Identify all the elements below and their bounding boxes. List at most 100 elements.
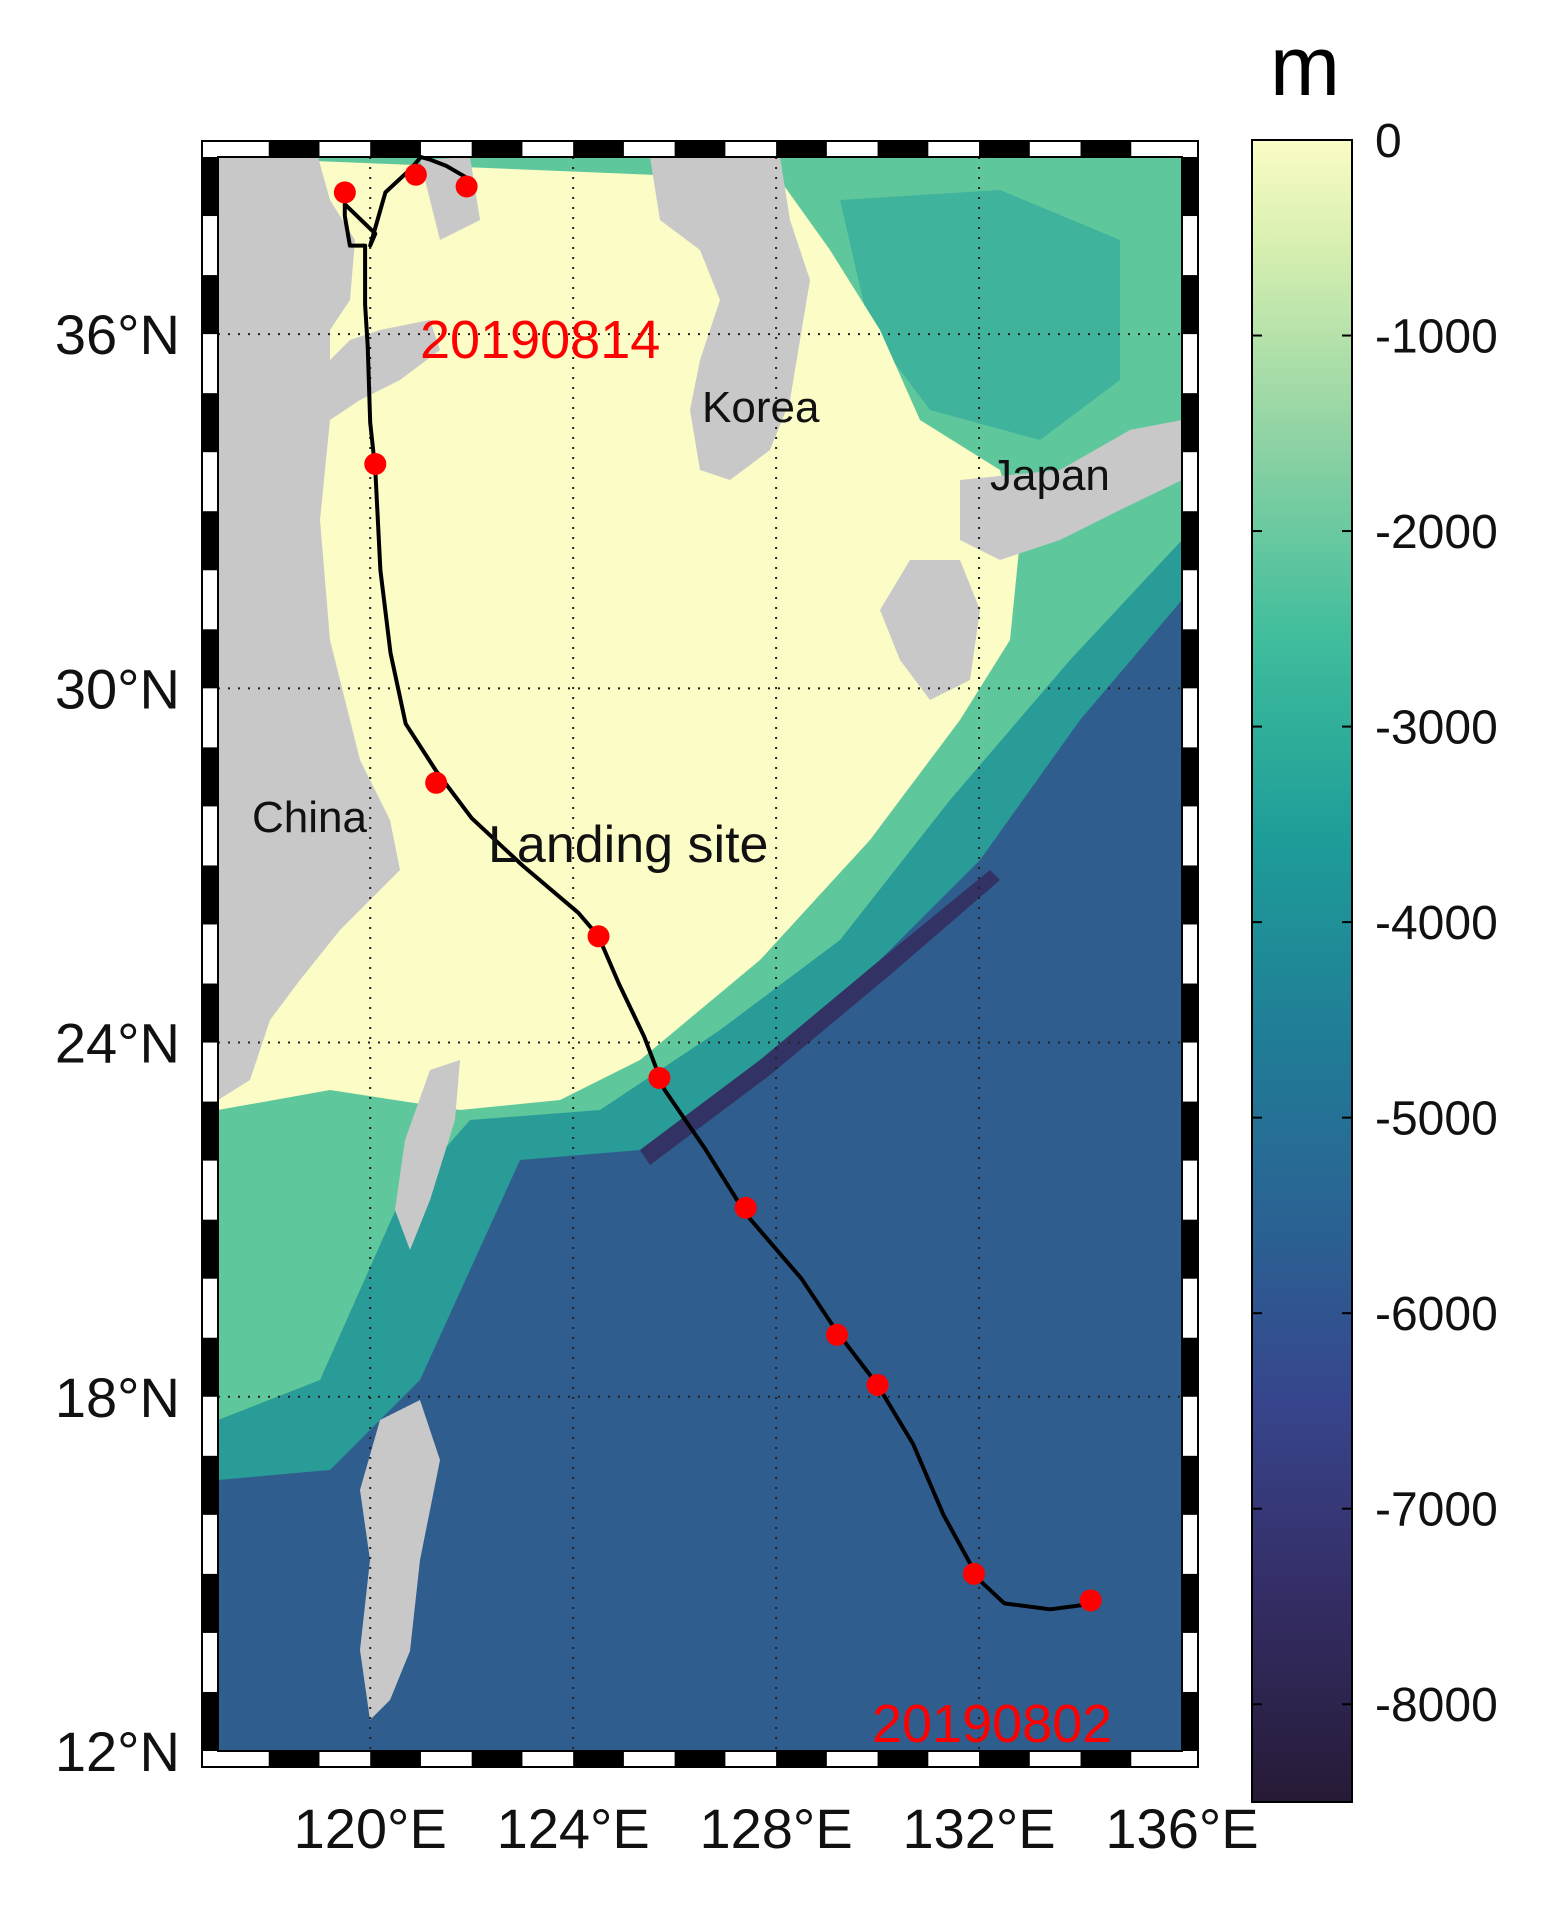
- lon-tick-label-0: 120°E: [294, 1797, 447, 1860]
- japan-sea-basin: [840, 190, 1120, 440]
- track-marker-2: [866, 1373, 889, 1396]
- frame-bar-bottom: [674, 1751, 726, 1767]
- land-japan: [880, 560, 980, 700]
- track-marker-7: [425, 771, 448, 794]
- frame-bar-right: [1182, 629, 1198, 689]
- lon-tick-label-4: 136°E: [1105, 1797, 1258, 1860]
- frame-bar-bottom: [370, 1751, 421, 1767]
- label-date-end: 20190814: [420, 310, 660, 370]
- lat-tick-label-0: 12°N: [55, 1720, 180, 1783]
- frame-bar-top: [776, 141, 827, 157]
- label-china: China: [252, 793, 367, 842]
- colorbar-ticks: 0 -1000 -2000 -3000 -4000 -5000 -6000 -7000 -800…: [1252, 115, 1498, 1732]
- track-marker-0: [1079, 1589, 1102, 1612]
- frame-bar-left: [202, 983, 218, 1043]
- frame-bar-right: [1182, 1573, 1198, 1633]
- label-date-start: 20190802: [872, 1694, 1112, 1754]
- frame-bar-right: [1182, 1219, 1198, 1279]
- land-taiwan: [395, 1060, 460, 1250]
- land-china: [218, 157, 440, 1100]
- lat-tick-label-1: 18°N: [55, 1366, 180, 1429]
- frame-bar-left: [202, 1691, 218, 1751]
- frame-bar-bottom: [877, 1751, 929, 1767]
- cb-tick-label-6: -6000: [1375, 1288, 1498, 1341]
- cb-tick-label-7: -7000: [1375, 1484, 1498, 1537]
- label-landing-site: Landing site: [488, 816, 768, 874]
- frame-bar-left: [202, 629, 218, 689]
- track-marker-5: [648, 1066, 671, 1089]
- frame-bar-right: [1182, 157, 1198, 217]
- frame-bar-right: [1182, 1455, 1198, 1515]
- continental-shelf: [218, 157, 1020, 1110]
- frame-bar-right: [1182, 511, 1198, 571]
- track-marker-6: [587, 925, 610, 948]
- cb-tick-label-2: -2000: [1375, 506, 1498, 559]
- frame-bar-top: [268, 141, 320, 157]
- map-area: [218, 157, 1182, 1751]
- frame-bar-top: [1080, 141, 1132, 157]
- label-korea: Korea: [702, 383, 820, 432]
- frame-bar-right: [1182, 1691, 1198, 1751]
- frame-bar-top: [674, 141, 726, 157]
- colorbar-unit: m: [1270, 19, 1340, 113]
- frame-bar-right: [1182, 1101, 1198, 1161]
- frame-bar-right: [1182, 865, 1198, 925]
- lon-tick-label-3: 132°E: [902, 1797, 1055, 1860]
- lat-tick-label-4: 36°N: [55, 303, 180, 366]
- colorbar: m 0 -1000 -2000 -3000 -4000 -5000 -6000 -7000 -8…: [1251, 19, 1498, 1803]
- track-marker-3: [825, 1323, 848, 1346]
- frame-bar-left: [202, 157, 218, 217]
- lat-tick-label-2: 24°N: [55, 1012, 180, 1075]
- tick-labels: 120°E 124°E 128°E 132°E 136°E 12°N 18°N 24°N 30°…: [55, 303, 1259, 1860]
- frame-bar-right: [1182, 393, 1198, 453]
- trench: [640, 870, 1000, 1165]
- track-marker-4: [734, 1196, 757, 1219]
- lon-tick-label-2: 128°E: [700, 1797, 853, 1860]
- track-marker-8: [364, 452, 387, 475]
- track-layer: [333, 155, 1102, 1612]
- track-marker-1: [962, 1562, 985, 1585]
- ship-track: [342, 155, 1096, 1612]
- track-marker-9: [333, 181, 356, 204]
- frame-bar-bottom: [1080, 1751, 1132, 1767]
- lon-tick-label-1: 124°E: [497, 1797, 650, 1860]
- frame-bar-right: [1182, 983, 1198, 1043]
- frame-bar-right: [1182, 747, 1198, 807]
- track-marker-10: [404, 163, 427, 186]
- label-japan: Japan: [990, 451, 1110, 500]
- frame-bar-right: [1182, 1337, 1198, 1397]
- frame-bar-top: [979, 141, 1030, 157]
- frame-bar-left: [202, 747, 218, 807]
- frame-bar-top: [471, 141, 523, 157]
- track-marker-11: [455, 175, 478, 198]
- land-luzon: [360, 1400, 440, 1720]
- frame-bar-bottom: [471, 1751, 523, 1767]
- frame-bar-left: [202, 1455, 218, 1515]
- cb-tick-label-3: -3000: [1375, 702, 1498, 755]
- frame-bar-left: [202, 1101, 218, 1161]
- frame-bar-left: [202, 275, 218, 335]
- cb-tick-label-1: -1000: [1375, 311, 1498, 364]
- land-japan-honshu: [960, 420, 1182, 560]
- cb-tick-label-0: 0: [1375, 115, 1402, 168]
- cb-tick-label-4: -4000: [1375, 897, 1498, 950]
- frame-bar-bottom: [268, 1751, 320, 1767]
- frame-bar-left: [202, 393, 218, 453]
- frame-bar-top: [370, 141, 421, 157]
- frame-bar-bottom: [573, 1751, 624, 1767]
- frame-bar-left: [202, 1219, 218, 1279]
- colorbar-gradient: [1251, 139, 1353, 1803]
- frame-bar-left: [202, 865, 218, 925]
- lat-tick-label-3: 30°N: [55, 657, 180, 720]
- land-korea: [650, 157, 810, 480]
- frame-bar-bottom: [979, 1751, 1030, 1767]
- frame-bar-right: [1182, 275, 1198, 335]
- frame-bar-top: [877, 141, 929, 157]
- map-frame: [201, 140, 1199, 1768]
- frame-bar-left: [202, 1337, 218, 1397]
- land: [218, 157, 1182, 1720]
- frame-bar-top: [573, 141, 624, 157]
- frame-inner: [217, 156, 1183, 1752]
- cb-tick-label-5: -5000: [1375, 1093, 1498, 1146]
